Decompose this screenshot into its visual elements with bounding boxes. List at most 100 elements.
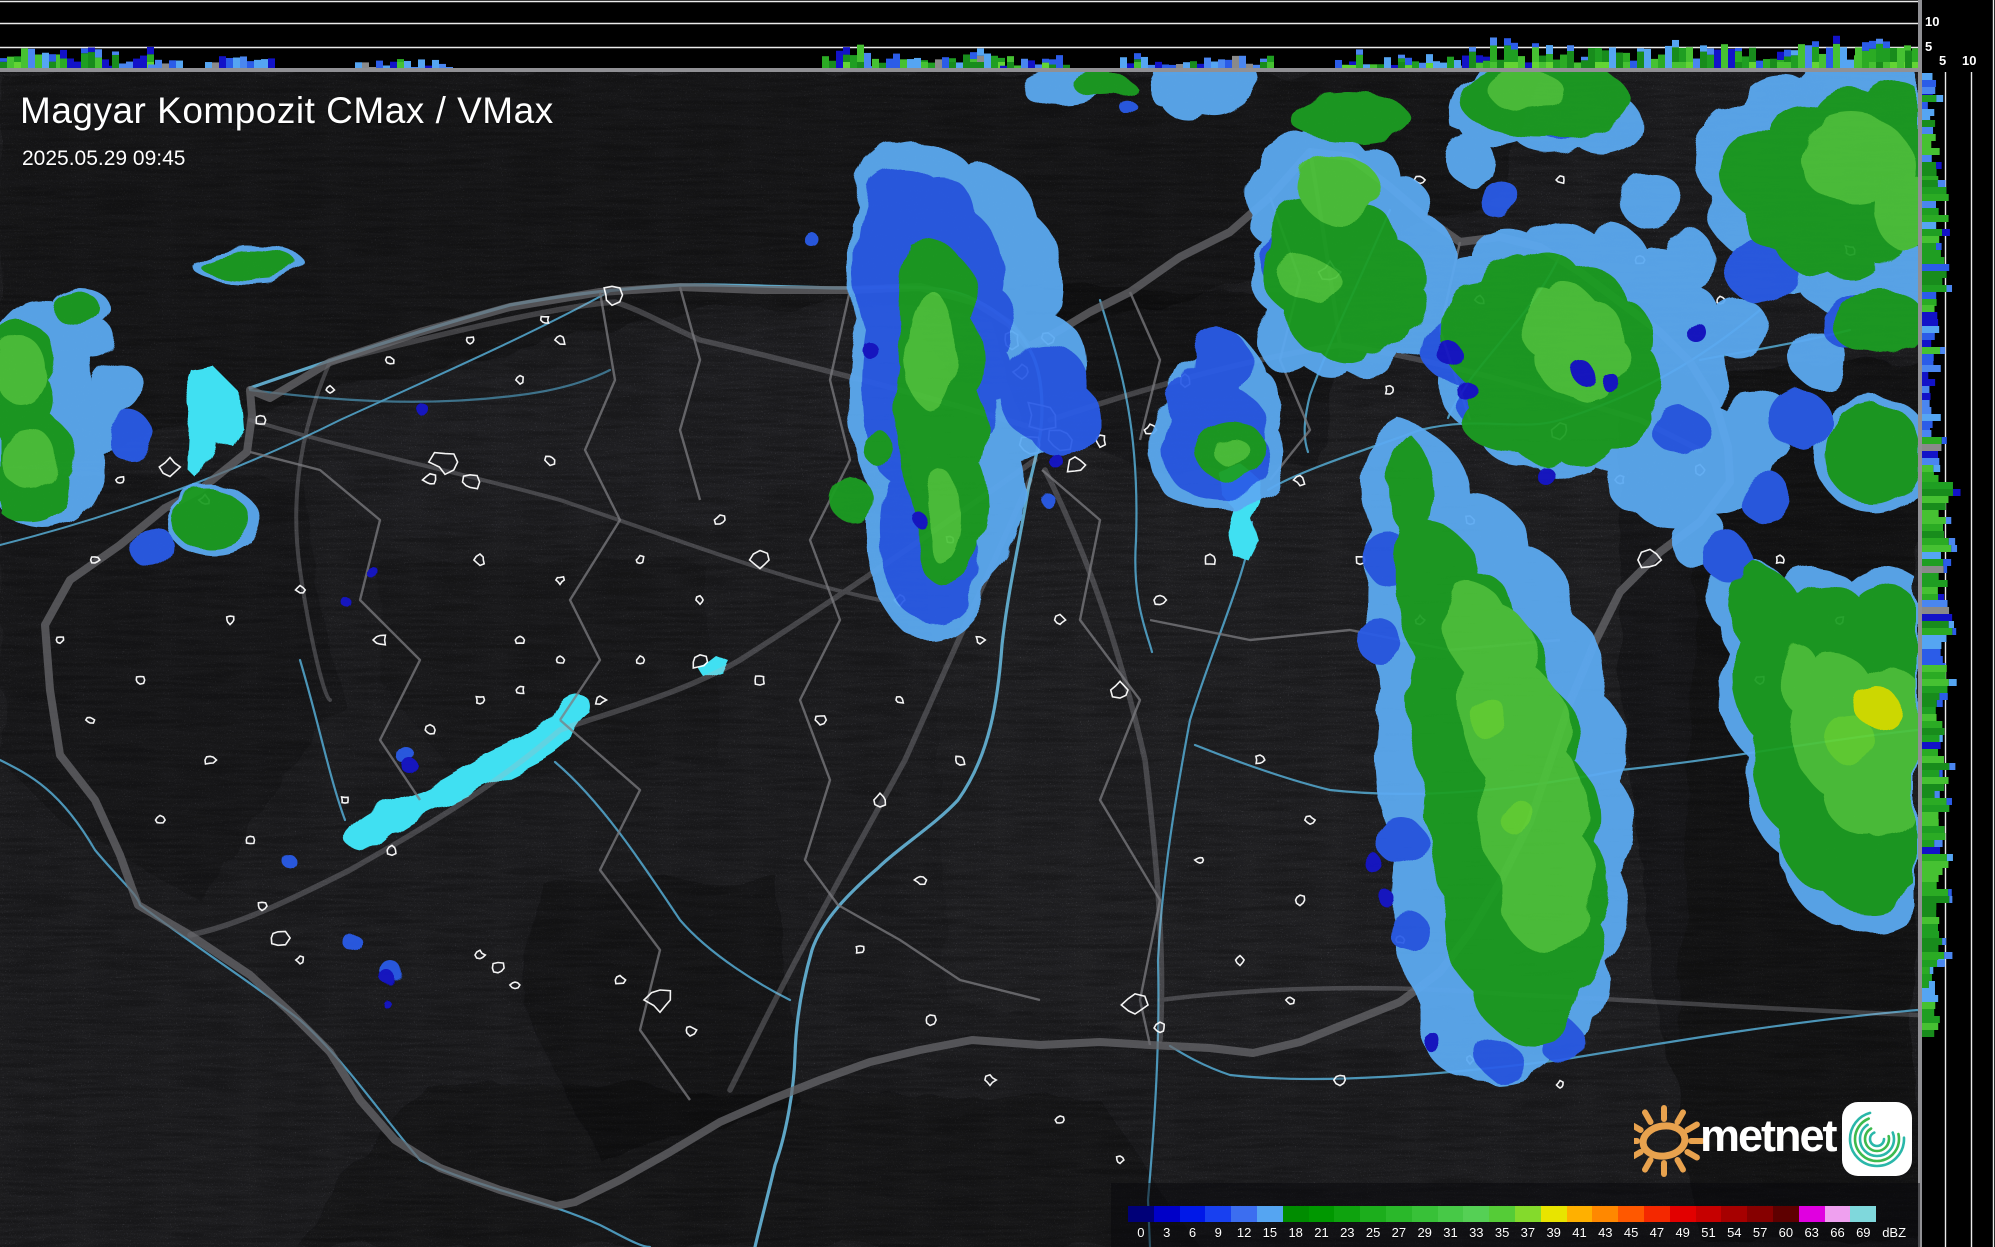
- right-axis-label-10: 10: [1962, 53, 1977, 68]
- settlement-outline: [1066, 455, 1087, 473]
- legend-tick: 21: [1314, 1225, 1329, 1240]
- top-profile-strip: [0, 0, 1919, 70]
- settlement-outline: [514, 374, 525, 386]
- legend-tick: 31: [1443, 1225, 1458, 1240]
- lake-velence: [698, 655, 728, 678]
- legend-tick: 49: [1675, 1225, 1690, 1240]
- legend-tick: 66: [1830, 1225, 1845, 1240]
- settlement-outline: [1120, 993, 1149, 1015]
- settlement-outline: [543, 455, 556, 467]
- legend-tick: 18: [1288, 1225, 1303, 1240]
- settlement-outline: [1554, 175, 1565, 185]
- settlement-outline: [1284, 996, 1296, 1005]
- legend-swatch: [1257, 1206, 1283, 1222]
- legend-tick: 69: [1856, 1225, 1871, 1240]
- settlement-outline: [748, 549, 770, 570]
- settlement-outline: [1115, 1155, 1125, 1165]
- settlement-outline: [554, 575, 566, 586]
- legend-swatch: [1824, 1206, 1851, 1222]
- legend-swatch: [1592, 1206, 1619, 1222]
- top-axis-label-10: 10: [1925, 14, 1940, 29]
- settlement-outline: [84, 716, 96, 724]
- settlement-outline: [754, 675, 765, 686]
- radar-darkblue: [346, 326, 1710, 1051]
- settlement-outline: [475, 695, 486, 705]
- settlement-outline: [384, 356, 395, 365]
- legend-tick: 51: [1701, 1225, 1716, 1240]
- legend-tick: 43: [1598, 1225, 1613, 1240]
- settlement-outline: [1294, 894, 1306, 907]
- settlement-outline: [1254, 754, 1266, 765]
- legend-tick: 39: [1546, 1225, 1561, 1240]
- settlement-outline: [491, 961, 505, 974]
- radar-vivid: [1470, 686, 1898, 838]
- legend-swatch: [1386, 1206, 1412, 1222]
- settlement-outline: [204, 755, 218, 765]
- settlement-outline: [325, 384, 336, 395]
- settlement-outline: [135, 675, 146, 685]
- right-axis-label-5: 5: [1939, 53, 1947, 68]
- settlement-outline: [603, 285, 624, 307]
- settlement-outline: [1054, 1115, 1065, 1124]
- legend-swatch: [1411, 1206, 1438, 1222]
- county-border-layer: [249, 196, 1561, 1101]
- lake-ferto: [184, 368, 243, 478]
- settlement-outline: [114, 475, 125, 484]
- legend-swatch: [1721, 1206, 1748, 1222]
- settlement-outline: [1355, 555, 1366, 566]
- sun-icon: [1623, 1105, 1705, 1177]
- settlement-outline: [1053, 613, 1067, 626]
- legend-swatch: [1360, 1206, 1386, 1222]
- legend-swatch: [1205, 1206, 1232, 1222]
- settlement-outline: [1716, 295, 1727, 305]
- legend-swatch: [1334, 1206, 1361, 1222]
- settlement-outline: [514, 635, 526, 645]
- legend-tick: 25: [1365, 1225, 1381, 1240]
- settlement-outline: [89, 556, 101, 564]
- legend-tick: 15: [1262, 1225, 1278, 1240]
- legend-swatch: [1308, 1206, 1335, 1222]
- settlement-outline: [421, 472, 437, 485]
- settlement-outline: [1109, 680, 1129, 699]
- legend-swatch: [1540, 1206, 1567, 1222]
- settlement-outline: [925, 1014, 937, 1027]
- settlement-outline: [635, 554, 645, 565]
- settlement-outline: [465, 336, 475, 345]
- legend-swatch: [1618, 1206, 1644, 1222]
- legend-swatch: [1798, 1206, 1825, 1222]
- settlement-outline: [1775, 554, 1785, 565]
- top-profile-gridlines: [0, 0, 1918, 49]
- settlement-outline: [1332, 1074, 1347, 1087]
- legend-tick: 27: [1391, 1225, 1407, 1240]
- settlement-outline: [1384, 384, 1395, 395]
- legend-tick: 9: [1214, 1225, 1222, 1240]
- settlement-outline: [461, 473, 481, 490]
- settlement-outline: [713, 514, 726, 525]
- settlement-outline: [424, 723, 436, 735]
- legend-tick: 33: [1469, 1225, 1484, 1240]
- legend-tick: 45: [1623, 1225, 1639, 1240]
- settlement-outline: [225, 615, 235, 626]
- right-profile-echoes: [1922, 73, 1961, 1037]
- legend-swatch: [1669, 1206, 1696, 1222]
- legend-swatch: [1747, 1206, 1773, 1222]
- settlement-outline: [685, 1025, 698, 1037]
- legend-tick: 29: [1417, 1225, 1432, 1240]
- legend-swatch: [1437, 1206, 1464, 1222]
- settlement-outline: [515, 685, 525, 695]
- timestamp: 2025.05.29 09:45: [22, 147, 186, 170]
- settlement-outline: [1153, 594, 1168, 606]
- settlement-outline: [294, 955, 305, 965]
- legend-tick: 54: [1727, 1225, 1742, 1240]
- legend-swatch: [1850, 1206, 1877, 1222]
- settlement-outline: [386, 844, 397, 857]
- map-area: [0, 72, 1918, 1247]
- settlement-outline: [508, 981, 521, 990]
- settlement-outline: [1555, 1079, 1564, 1089]
- settlement-outline: [427, 451, 459, 476]
- legend-tick: 3: [1163, 1225, 1171, 1240]
- legend-tick: 0: [1137, 1225, 1145, 1240]
- settlement-outline: [1234, 954, 1246, 967]
- settlement-outline: [984, 1073, 998, 1087]
